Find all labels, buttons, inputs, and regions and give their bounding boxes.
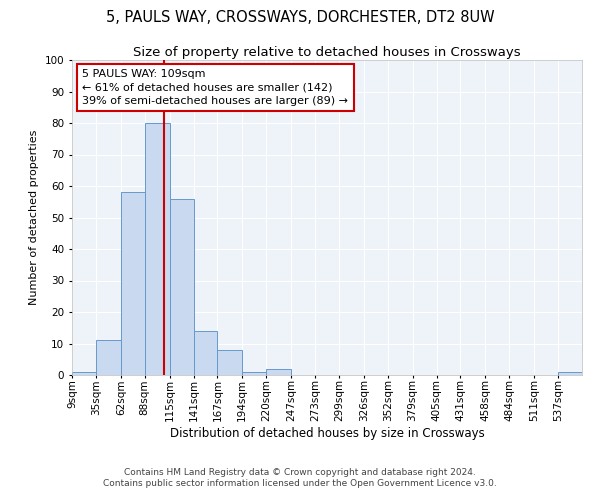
Bar: [266, 368, 291, 375]
Bar: [242, 372, 266, 375]
X-axis label: Distribution of detached houses by size in Crossways: Distribution of detached houses by size …: [170, 427, 484, 440]
Bar: [72, 372, 96, 375]
Bar: [145, 123, 170, 375]
Text: Contains HM Land Registry data © Crown copyright and database right 2024.
Contai: Contains HM Land Registry data © Crown c…: [103, 468, 497, 487]
Bar: [121, 192, 145, 375]
Title: Size of property relative to detached houses in Crossways: Size of property relative to detached ho…: [133, 46, 521, 59]
Bar: [96, 340, 121, 375]
Text: 5 PAULS WAY: 109sqm
← 61% of detached houses are smaller (142)
39% of semi-detac: 5 PAULS WAY: 109sqm ← 61% of detached ho…: [82, 70, 348, 106]
Bar: [170, 198, 194, 375]
Text: 5, PAULS WAY, CROSSWAYS, DORCHESTER, DT2 8UW: 5, PAULS WAY, CROSSWAYS, DORCHESTER, DT2…: [106, 10, 494, 25]
Bar: [217, 350, 242, 375]
Bar: [558, 372, 582, 375]
Y-axis label: Number of detached properties: Number of detached properties: [29, 130, 39, 305]
Bar: [194, 331, 217, 375]
